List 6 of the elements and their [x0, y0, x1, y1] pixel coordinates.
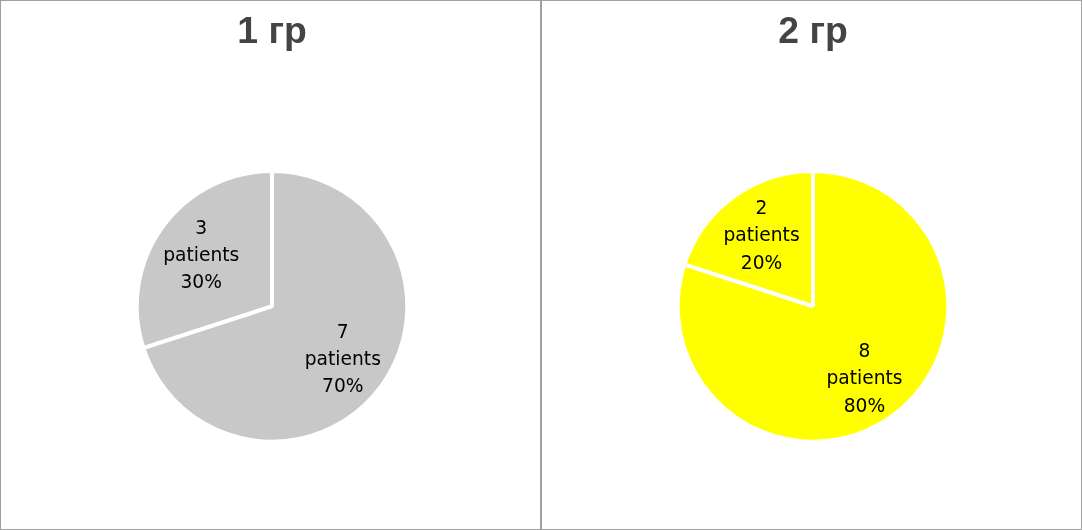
data-label: 7 patients 70% — [304, 320, 381, 397]
chart-title: 2 гр — [778, 8, 848, 51]
data-label: 3 patients 30% — [163, 216, 240, 293]
chart-title: 1 гр — [237, 8, 307, 51]
data-label: 8 patients 80% — [826, 340, 903, 416]
data-label: 2 patients 20% — [723, 197, 800, 273]
